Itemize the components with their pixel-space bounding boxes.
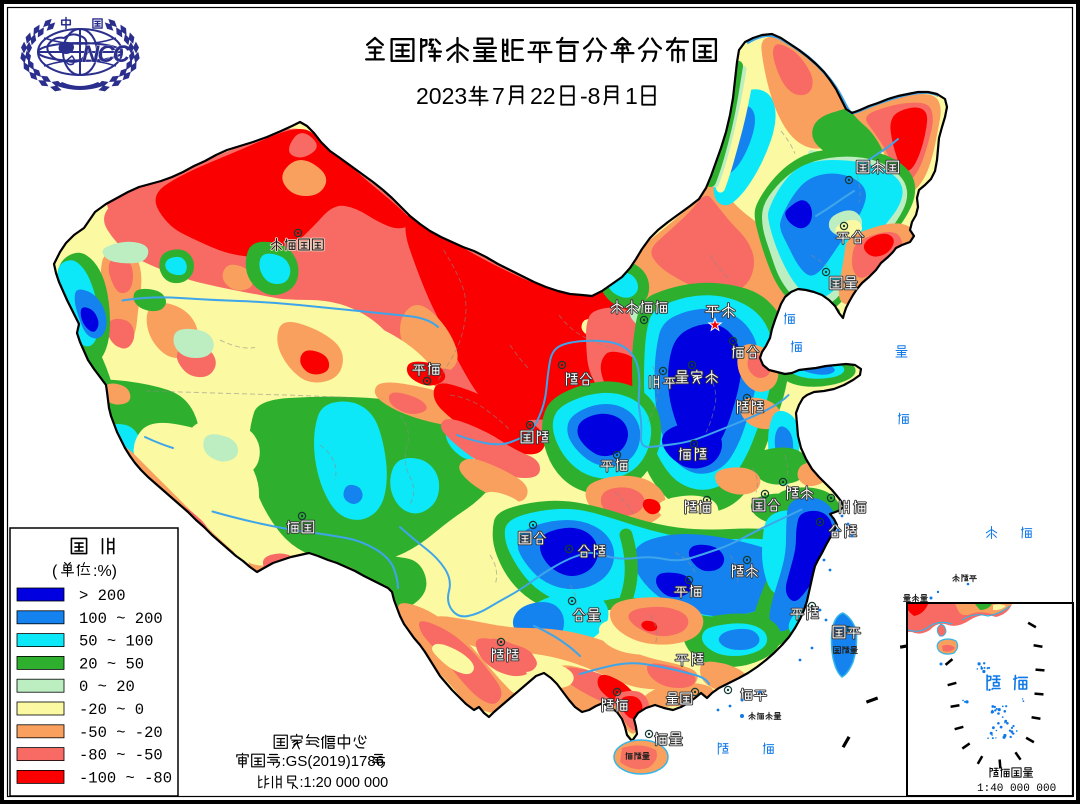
svg-text:1: 1	[625, 83, 638, 109]
svg-text:NCC: NCC	[82, 41, 131, 68]
svg-text:> 200: > 200	[79, 587, 126, 605]
svg-text:7: 7	[492, 83, 505, 109]
svg-text:0 ~ 20: 0 ~ 20	[79, 678, 135, 696]
svg-text:22: 22	[530, 83, 556, 109]
svg-text::%): :%)	[93, 563, 117, 580]
svg-text:-80 ~ -50: -80 ~ -50	[79, 747, 163, 765]
svg-text:20 ~ 50: 20 ~ 50	[79, 655, 144, 673]
svg-text:-50 ~ -20: -50 ~ -20	[79, 724, 163, 742]
svg-text:50 ~ 100: 50 ~ 100	[79, 633, 153, 651]
svg-text:100 ~ 200: 100 ~ 200	[79, 610, 163, 628]
svg-text:(: (	[52, 563, 58, 580]
svg-text::1:20 000 000: :1:20 000 000	[300, 775, 389, 791]
svg-text:2023: 2023	[416, 83, 467, 109]
svg-text:-100 ~ -80: -100 ~ -80	[79, 769, 172, 787]
svg-text:1:40 000 000: 1:40 000 000	[977, 783, 1056, 795]
svg-text:-8: -8	[580, 83, 600, 109]
svg-text:-20 ~ 0: -20 ~ 0	[79, 701, 144, 719]
svg-text::GS(2019)1786: :GS(2019)1786	[282, 753, 385, 770]
